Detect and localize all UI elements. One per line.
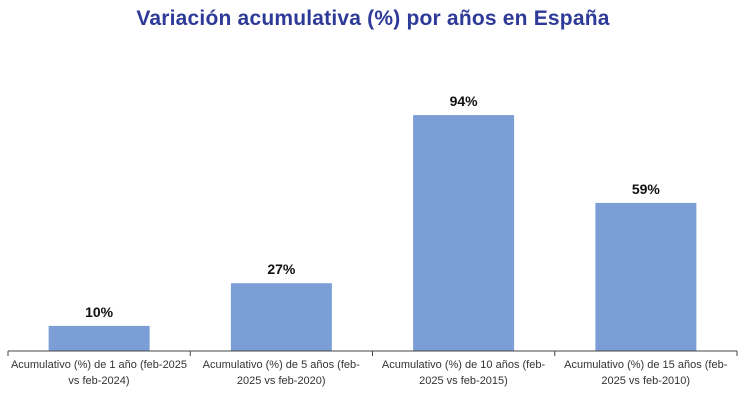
data-label: 59% xyxy=(632,181,661,197)
chart-title: Variación acumulativa (%) por años en Es… xyxy=(136,7,610,30)
x-tick-label: Acumulativo (%) de 5 años (feb- 2025 vs … xyxy=(202,359,360,387)
bar xyxy=(48,325,150,351)
x-tick-label: Acumulativo (%) de 15 años (feb- 2025 vs… xyxy=(564,359,728,387)
bar xyxy=(230,283,332,351)
data-label: 94% xyxy=(450,93,479,109)
x-tick-label: Acumulativo (%) de 1 año (feb-2025 vs fe… xyxy=(10,359,188,387)
bar xyxy=(413,115,515,351)
data-label: 27% xyxy=(267,261,296,277)
data-label: 10% xyxy=(85,304,114,320)
bar xyxy=(595,202,697,351)
x-tick-label: Acumulativo (%) de 10 años (feb- 2025 vs… xyxy=(381,359,546,387)
